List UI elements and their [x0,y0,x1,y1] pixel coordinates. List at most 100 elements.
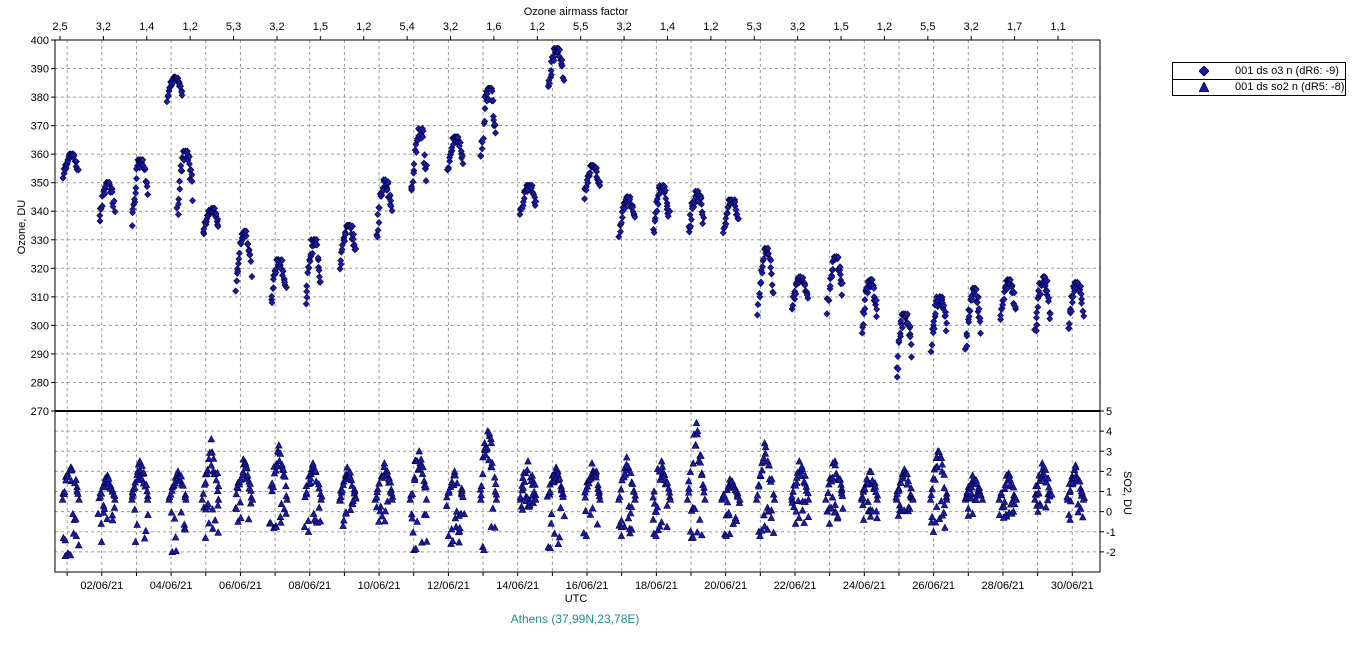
so2-point [755,482,763,490]
x-tick-label: 18/06/21 [635,580,678,592]
o3-point [650,228,658,237]
so2-point [481,450,490,459]
o3-point [248,272,256,281]
so2-point [895,486,903,494]
so2-point [214,495,223,503]
so2-point [172,546,180,555]
so2-point [208,505,217,513]
o3-point [175,195,183,203]
so2-point [666,495,675,503]
o3-point [188,177,196,185]
so2-point [418,469,427,477]
o3-point [422,177,430,185]
o3-point [997,315,1004,324]
so2-point [997,488,1005,497]
so2-point [1009,483,1018,491]
so2-point [60,487,69,496]
so2-point [859,493,867,501]
so2-point [455,523,464,531]
so2-point [894,511,903,519]
o3-point [858,329,866,337]
so2-point [792,478,801,486]
so2-point [491,479,500,487]
o3-point [943,319,950,327]
x-tick-label: 14/06/21 [496,580,539,592]
so2-point [277,518,285,526]
so2-point [1006,480,1015,488]
so2-point [523,465,532,474]
o3-point [894,352,902,360]
so2-point [724,508,733,516]
so2-point [248,495,257,503]
so2-point [828,493,837,501]
o3-point [309,249,316,258]
o3-point [96,211,104,220]
o3-point [828,273,836,281]
o3-point [163,98,171,106]
legend-item-o3: 001 ds o3 n (dR6: -9) [1173,63,1345,80]
so2-point [1076,477,1084,485]
o3-point [350,230,358,239]
so2-point [792,507,800,515]
top-tick-label: 1,5 [313,21,328,33]
so2-point [406,495,415,503]
so2-point [940,500,949,509]
top-tick-label: 3,2 [269,21,284,33]
so2-point [1044,474,1052,482]
ozone-tick-label: 400 [31,35,49,47]
so2-point [940,470,948,478]
o3-point [314,254,322,262]
so2-point [825,519,834,527]
so2-point [346,468,354,476]
so2-point [821,495,830,503]
so2-point [752,495,761,503]
so2-point [110,503,119,511]
so2-point [72,475,80,483]
o3-point [872,296,880,304]
so2-point [653,503,662,511]
o3-point [1032,327,1040,335]
so2-point [422,482,430,490]
so2-point [1076,504,1085,512]
o3-point [242,232,250,240]
so2-point [201,478,210,486]
so2-point [693,426,702,435]
o3-point [375,218,383,227]
o3-point [421,151,428,159]
o3-point [893,373,901,381]
so2-point [833,512,842,520]
so2-point [617,516,626,524]
so2-point [649,493,657,501]
o3-point [756,293,764,301]
so2-point [316,517,325,525]
so2-point [378,512,386,520]
so2-point [927,490,936,499]
top-tick-label: 5,5 [920,21,935,33]
o3-point [349,222,356,230]
so2-point [281,472,289,480]
o3-point [412,148,420,156]
o3-point [754,300,762,309]
so2-point [831,500,839,508]
x-tick-label: 22/06/21 [774,580,817,592]
o3-point [189,196,196,205]
so2-point [1045,483,1053,491]
top-tick-label: 5,3 [226,21,241,33]
so2-point [338,486,346,494]
ozone-tick-label: 380 [31,92,49,104]
so2-point [1074,500,1082,508]
o3-point [653,207,661,215]
so2-point [459,492,467,500]
so2-point [232,489,241,498]
o3-point [244,240,252,248]
o3-point [176,177,184,185]
so2-point [867,467,875,475]
so2-point [804,512,813,520]
legend-item-so2: 001 ds so2 n (dR5: -8) [1173,79,1345,95]
so2-point [592,473,600,481]
so2-point [700,488,708,496]
o3-point [305,264,313,272]
o3-point [516,210,524,219]
so2-point [247,499,255,507]
o3-point [870,284,878,292]
